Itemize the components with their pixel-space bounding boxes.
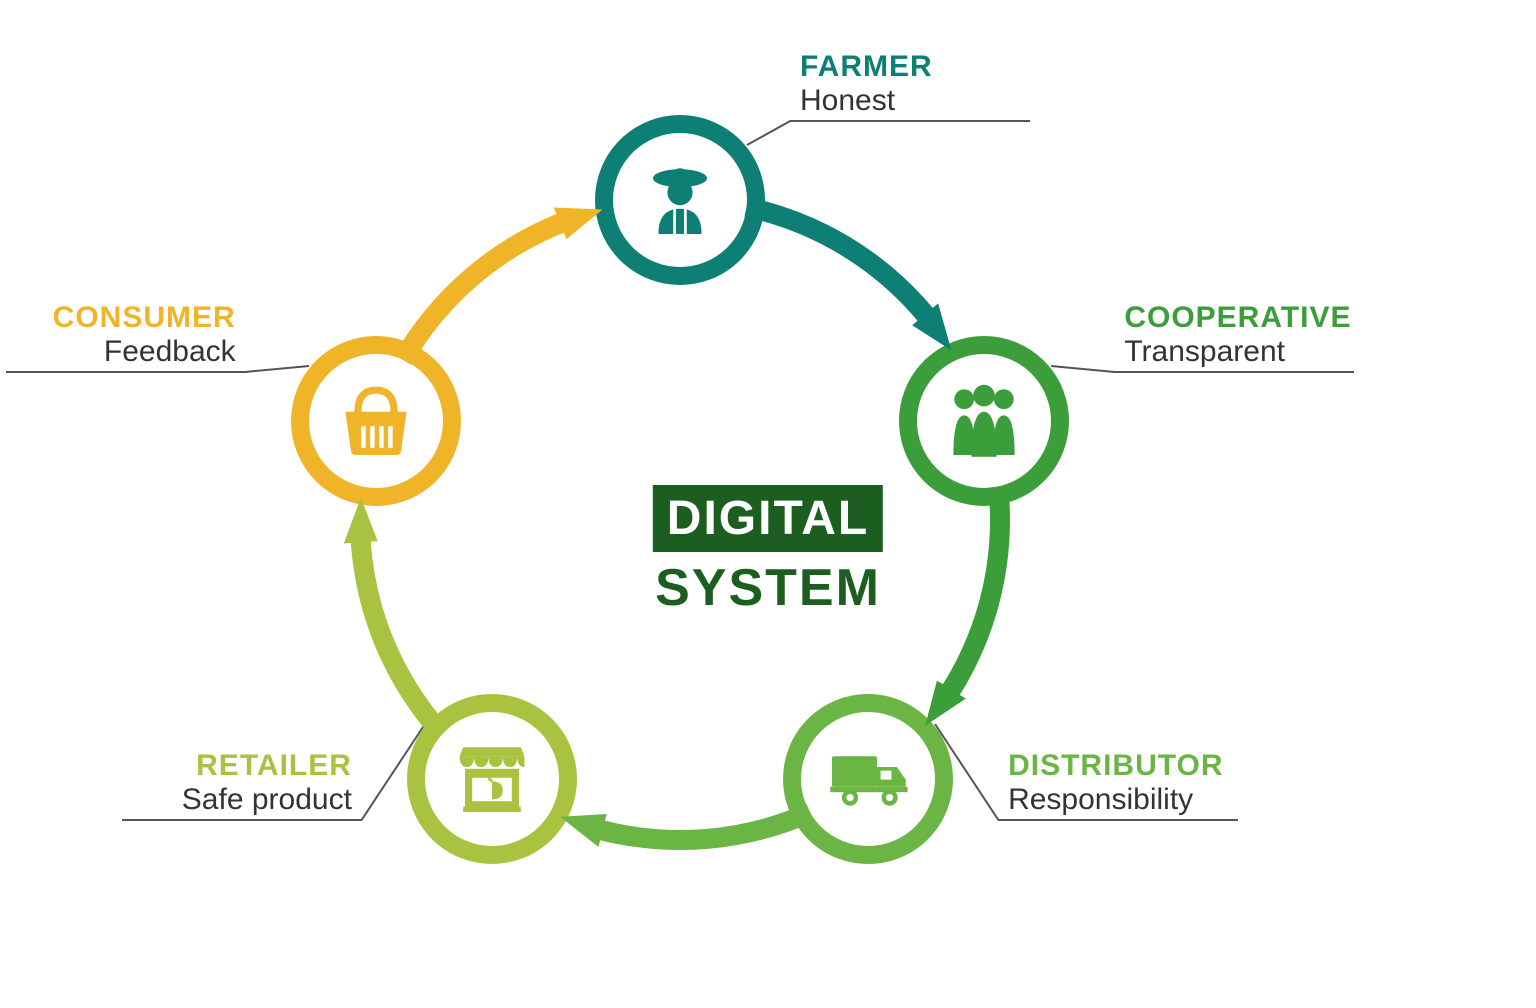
cycle-arrow-4	[0, 0, 1536, 1008]
